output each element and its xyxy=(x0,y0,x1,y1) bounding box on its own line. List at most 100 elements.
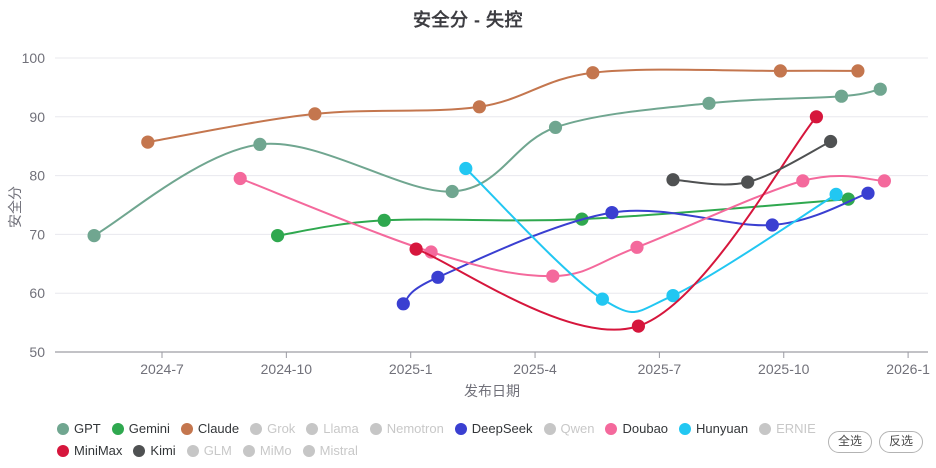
data-point-hunyuan-2[interactable] xyxy=(666,289,680,303)
legend-row-1: GPT Gemini Claude Grok Llama Nemotron DeepSeek… xyxy=(57,421,857,436)
legend-label: MiMo xyxy=(259,443,292,458)
data-point-gemini-0[interactable] xyxy=(271,229,285,243)
legend-label: GPT xyxy=(74,421,101,436)
legend-dot-grok xyxy=(250,422,263,435)
data-point-kimi-1[interactable] xyxy=(741,175,755,189)
legend-dot-mistral xyxy=(302,444,315,457)
legend-item-gpt[interactable]: GPT xyxy=(57,421,101,436)
invert-selection-button[interactable]: 反选 xyxy=(878,431,923,453)
data-point-claude-0[interactable] xyxy=(141,135,155,149)
legend-dot-doubao xyxy=(605,422,618,435)
x-tick-label-2025-1: 2025-1 xyxy=(389,361,433,377)
x-tick-label-2024-10: 2024-10 xyxy=(261,361,313,377)
legend-item-llama[interactable]: Llama xyxy=(306,421,359,436)
data-point-claude-4[interactable] xyxy=(773,64,788,78)
legend-label: DeepSeek xyxy=(471,421,533,436)
legend-item-deepseek[interactable]: DeepSeek xyxy=(454,421,533,436)
legend-label: GLM xyxy=(203,443,232,458)
y-tick-label-50: 50 xyxy=(29,344,45,360)
data-point-kimi-0[interactable] xyxy=(666,173,680,187)
legend-dot-deepseek xyxy=(454,422,467,435)
data-point-hunyuan-1[interactable] xyxy=(595,292,610,306)
data-point-deepseek-4[interactable] xyxy=(861,186,875,200)
legend-dot-minimax xyxy=(57,444,69,457)
legend-label: Claude xyxy=(197,421,240,436)
legend-label: ERNIE xyxy=(776,421,816,436)
legend-item-ernie[interactable]: ERNIE xyxy=(759,421,816,436)
legend-dot-gpt xyxy=(57,422,69,435)
legend-label: Gemini xyxy=(128,421,170,436)
legend-item-qwen[interactable]: Qwen xyxy=(543,421,595,436)
legend-item-minimax[interactable]: MiniMax xyxy=(57,443,122,458)
legend-label: Kimi xyxy=(150,443,176,458)
legend-item-grok[interactable]: Grok xyxy=(250,421,295,436)
series-line-hunyuan xyxy=(464,167,838,313)
legend-label: Llama xyxy=(323,421,359,436)
line-chart: 50 60 70 80 90 100 2024-7 2024-10 2025-1 2025-4 20… xyxy=(7,50,930,399)
data-point-claude-1[interactable] xyxy=(308,107,322,121)
data-point-minimax-0[interactable] xyxy=(409,242,423,256)
x-tick-label-2026-1: 2026-1 xyxy=(886,361,930,377)
data-point-gpt-3[interactable] xyxy=(548,120,563,134)
data-point-doubao-0[interactable] xyxy=(233,171,247,186)
x-tick-label-2025-7: 2025-7 xyxy=(638,361,682,377)
data-point-doubao-4[interactable] xyxy=(796,174,810,188)
data-point-claude-2[interactable] xyxy=(472,100,486,114)
legend-item-mistral[interactable]: Mistral xyxy=(302,443,358,458)
axis-layer: 50 60 70 80 90 100 2024-7 2024-10 2025-1 2025-4 20… xyxy=(22,50,930,377)
legend-item-nemotron[interactable]: Nemotron xyxy=(369,421,444,436)
data-point-gpt-5[interactable] xyxy=(834,89,849,103)
data-point-deepseek-0[interactable] xyxy=(396,297,410,311)
legend-item-gemini[interactable]: Gemini xyxy=(111,421,170,436)
legend-dot-kimi xyxy=(133,444,146,457)
data-point-hunyuan-0[interactable] xyxy=(459,161,473,176)
data-point-kimi-2[interactable] xyxy=(824,134,838,149)
data-point-deepseek-1[interactable] xyxy=(431,270,445,284)
y-tick-label-80: 80 xyxy=(29,168,45,184)
legend-dot-hunyuan xyxy=(679,422,692,435)
data-point-gpt-4[interactable] xyxy=(702,96,716,110)
series-layer xyxy=(87,64,892,333)
data-point-claude-3[interactable] xyxy=(586,66,600,80)
legend-dot-glm xyxy=(186,444,199,457)
legend-label: Qwen xyxy=(560,421,595,436)
data-point-doubao-2[interactable] xyxy=(546,269,560,283)
data-point-gpt-0[interactable] xyxy=(87,229,101,243)
data-point-doubao-3[interactable] xyxy=(630,240,644,254)
y-tick-label-100: 100 xyxy=(22,50,46,66)
x-tick-label-2024-7: 2024-7 xyxy=(140,361,184,377)
legend-dot-gemini xyxy=(111,422,124,435)
legend-item-mimo[interactable]: MiMo xyxy=(242,443,292,458)
data-point-gemini-1[interactable] xyxy=(377,213,391,227)
data-point-doubao-5[interactable] xyxy=(877,174,892,188)
legend-dot-mimo xyxy=(242,444,255,457)
data-point-minimax-2[interactable] xyxy=(809,110,824,124)
legend-label: MiniMax xyxy=(74,443,123,458)
legend-label: Grok xyxy=(267,421,296,436)
data-point-gpt-6[interactable] xyxy=(873,82,887,96)
x-axis-title: 发布日期 xyxy=(464,383,520,399)
legend-item-glm[interactable]: GLM xyxy=(186,443,232,458)
data-point-deepseek-2[interactable] xyxy=(605,206,619,220)
legend-item-doubao[interactable]: Doubao xyxy=(605,421,668,436)
data-point-minimax-1[interactable] xyxy=(631,319,646,333)
legend-dot-ernie xyxy=(759,422,772,435)
data-point-gpt-1[interactable] xyxy=(253,137,267,151)
x-tick-label-2025-4: 2025-4 xyxy=(513,361,557,377)
data-point-gpt-2[interactable] xyxy=(445,184,459,199)
y-tick-label-90: 90 xyxy=(29,109,45,125)
select-all-button[interactable]: 全选 xyxy=(827,431,872,453)
y-tick-label-60: 60 xyxy=(29,285,45,301)
legend-item-claude[interactable]: Claude xyxy=(180,421,240,436)
legend-label: Doubao xyxy=(622,421,669,436)
legend-row-2: MiniMax Kimi GLM MiMo Mistral xyxy=(57,443,857,458)
legend-item-hunyuan[interactable]: Hunyuan xyxy=(679,421,748,436)
data-point-deepseek-3[interactable] xyxy=(765,218,779,232)
legend: GPT Gemini Claude Grok Llama Nemotron DeepSeek… xyxy=(57,421,857,458)
legend-buttons: 全选 反选 xyxy=(827,431,923,453)
legend-dot-nemotron xyxy=(369,422,382,435)
legend-item-kimi[interactable]: Kimi xyxy=(133,443,176,458)
data-point-hunyuan-3[interactable] xyxy=(829,187,843,201)
data-point-claude-5[interactable] xyxy=(851,64,865,78)
